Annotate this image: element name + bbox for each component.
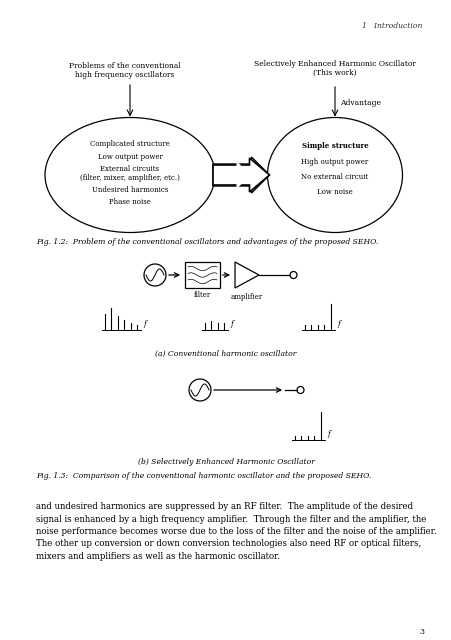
Text: noise performance becomes worse due to the loss of the filter and the noise of t: noise performance becomes worse due to t… xyxy=(36,527,436,536)
FancyArrow shape xyxy=(212,157,269,193)
Text: f: f xyxy=(336,320,339,328)
FancyArrow shape xyxy=(212,158,269,192)
Text: filter: filter xyxy=(193,291,211,299)
Text: High output power: High output power xyxy=(301,158,368,166)
Text: f: f xyxy=(230,320,233,328)
Text: amplifier: amplifier xyxy=(230,293,262,301)
Text: (b) Selectively Enhanced Harmonic Oscillator: (b) Selectively Enhanced Harmonic Oscill… xyxy=(137,458,314,466)
Text: Fig. 1.3:  Comparison of the conventional harmonic oscillator and the proposed S: Fig. 1.3: Comparison of the conventional… xyxy=(36,472,370,480)
Text: f: f xyxy=(326,430,329,438)
Text: mixers and amplifiers as well as the harmonic oscillator.: mixers and amplifiers as well as the har… xyxy=(36,552,279,561)
FancyArrow shape xyxy=(216,161,250,189)
Text: Complicated structure: Complicated structure xyxy=(90,140,170,148)
Text: 1   Introduction: 1 Introduction xyxy=(361,22,421,30)
Text: External circuits: External circuits xyxy=(100,165,159,173)
Text: Undesired harmonics: Undesired harmonics xyxy=(92,186,168,194)
Text: Advantage: Advantage xyxy=(339,99,380,107)
Text: Phase noise: Phase noise xyxy=(109,198,151,206)
Text: Simple structure: Simple structure xyxy=(301,142,368,150)
Text: Low output power: Low output power xyxy=(97,153,162,161)
Text: (a) Conventional harmonic oscillator: (a) Conventional harmonic oscillator xyxy=(155,350,296,358)
Text: 3: 3 xyxy=(419,628,423,636)
Text: No external circuit: No external circuit xyxy=(301,173,368,181)
Text: and undesired harmonics are suppressed by an RF filter.  The amplitude of the de: and undesired harmonics are suppressed b… xyxy=(36,502,412,511)
Text: signal is enhanced by a high frequency amplifier.  Through the filter and the am: signal is enhanced by a high frequency a… xyxy=(36,515,425,524)
Bar xyxy=(184,262,220,288)
Text: The other up conversion or down conversion technologies also need RF or optical : The other up conversion or down conversi… xyxy=(36,540,420,548)
Text: Low noise: Low noise xyxy=(317,188,352,196)
Text: (filter, mixer, amplifier, etc.): (filter, mixer, amplifier, etc.) xyxy=(80,174,179,182)
Text: Fig. 1.2:  Problem of the conventional oscillators and advantages of the propose: Fig. 1.2: Problem of the conventional os… xyxy=(36,238,377,246)
Text: f: f xyxy=(143,320,146,328)
Text: Problems of the conventional
high frequency oscillators: Problems of the conventional high freque… xyxy=(69,62,180,79)
Text: Selectively Enhanced Harmonic Oscillator
(This work): Selectively Enhanced Harmonic Oscillator… xyxy=(253,60,415,77)
